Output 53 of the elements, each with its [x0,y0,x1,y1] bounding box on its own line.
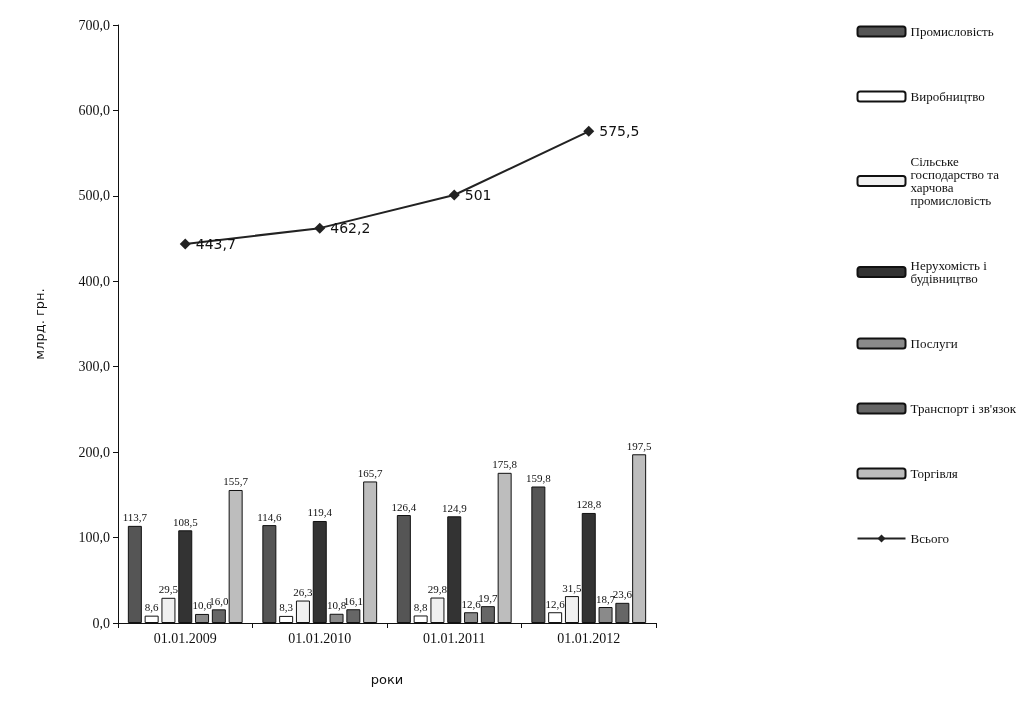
data-label: 175,8 [492,458,518,471]
data-label: 159,8 [525,471,552,484]
data-label: 23,6 [612,588,633,601]
legend-label: Нерухомість і будівництво [910,258,991,286]
data-label: 8,8 [413,600,429,613]
data-label: 197,5 [626,439,653,452]
data-label: 8,6 [144,601,160,614]
legend-label: Виробництво [910,89,985,104]
data-label: 443,7 [195,235,236,252]
data-label: 575,5 [599,123,640,140]
data-label: 462,2 [330,220,371,237]
x-tick-label: 01.01.2009 [153,630,217,646]
data-label: 126,4 [391,500,417,513]
data-label: 26,3 [293,586,314,599]
y-tick-label: 700,0 [78,17,110,33]
y-tick-label: 100,0 [78,530,110,546]
legend-label: Всього [910,531,949,546]
data-label: 31,5 [562,581,583,594]
legend-label: Сільське господарство та харчова промисловість [910,154,1003,208]
legend-label: Послуги [910,336,958,351]
y-tick-label: 200,0 [78,444,110,460]
data-label: 114,6 [257,510,283,523]
legend-label: Промисловість [910,24,994,39]
x-tick-label: 01.01.2011 [423,630,486,646]
x-tick-label: 01.01.2012 [557,630,621,646]
data-label: 29,8 [427,583,448,596]
point [583,125,595,137]
data-label: 128,8 [576,498,602,511]
y-tick-label: 0,0 [92,615,110,631]
data-label: 29,5 [158,583,179,596]
legend-label: Торгівля [910,466,958,481]
data-label: 124,9 [441,501,468,514]
data-label: 12,6 [545,597,566,610]
data-label: 8,3 [279,601,294,614]
data-label: 165,7 [357,466,384,479]
x-axis-title: роки [370,672,404,687]
data-label: 501 [464,187,492,203]
data-label: 113,7 [122,511,148,524]
data-label: 108,5 [172,515,199,528]
data-label: 19,7 [478,591,498,604]
y-tick-label: 300,0 [78,359,110,375]
point [448,189,460,201]
y-axis-title: млрд. грн. [32,288,47,360]
y-tick-label: 400,0 [78,273,110,289]
data-label: 16,0 [209,594,229,607]
data-label: 155,7 [223,475,249,488]
x-tick-label: 01.01.2010 [288,630,352,646]
point [179,238,191,250]
y-tick-label: 500,0 [78,188,110,204]
y-tick-label: 600,0 [78,102,110,118]
legend-label: Транспорт і зв'язок [910,401,1017,416]
data-label: 119,4 [307,506,333,519]
point [314,222,326,234]
